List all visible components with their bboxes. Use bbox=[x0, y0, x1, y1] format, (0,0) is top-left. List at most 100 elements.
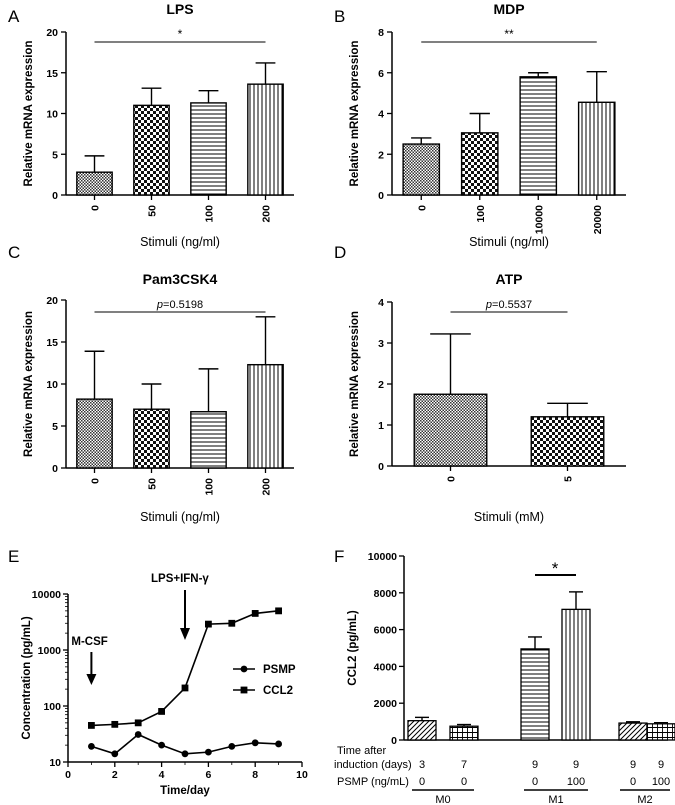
panel-f-psmp-label: 0 bbox=[532, 776, 538, 788]
panel-f-group-label-m2: M2 bbox=[637, 794, 652, 805]
panel-letter-F: F bbox=[334, 547, 344, 566]
panel-e-ytick-label: 10 bbox=[49, 757, 61, 769]
panel-e-annotation-mcsf: M-CSF bbox=[71, 636, 107, 648]
panel-e-xtick-label: 0 bbox=[65, 769, 71, 781]
panel-e-point-ccl2 bbox=[158, 708, 165, 715]
panel-e-point-ccl2 bbox=[134, 719, 142, 727]
panel-a-bar-0 bbox=[76, 171, 113, 196]
panel-d-bar-5 bbox=[530, 416, 605, 467]
panel-a-ytick-label: 10 bbox=[46, 109, 58, 121]
panel-f-days-label: 9 bbox=[630, 759, 636, 771]
panel-d-ytick-label: 3 bbox=[378, 338, 384, 350]
panel-b-xtick-label: 0 bbox=[416, 205, 428, 211]
panel-e-legend-marker-psmp bbox=[240, 665, 248, 673]
panel-c-ytick-label: 10 bbox=[46, 379, 58, 391]
panel-e-arrowhead-mcsf bbox=[86, 674, 97, 685]
panel-a-title: LPS bbox=[166, 1, 193, 17]
panel-d-ytick-label: 1 bbox=[378, 420, 384, 432]
panel-b-bar-100 bbox=[460, 132, 499, 196]
panel-f-bar bbox=[449, 725, 479, 741]
panel-b-bar-20000 bbox=[577, 101, 616, 196]
panel-f-bar bbox=[561, 608, 591, 741]
panel-d-ylabel: Relative mRNA expression bbox=[349, 311, 361, 457]
panel-f-group-label-m0: M0 bbox=[435, 794, 450, 805]
panel-a-xlabel: Stimuli (ng/ml) bbox=[140, 235, 220, 249]
panel-e-point-ccl2 bbox=[111, 720, 119, 728]
panel-f-ytick-label: 8000 bbox=[374, 588, 398, 600]
panel-c-xtick-label: 0 bbox=[90, 478, 102, 484]
panel-e-xtick-label: 10 bbox=[296, 769, 308, 781]
panel-f-ytick-label: 4000 bbox=[374, 661, 398, 673]
panel-e-point-psmp bbox=[251, 739, 259, 747]
panel-a-xtick-label: 50 bbox=[147, 205, 159, 217]
panel-d-ytick-label: 4 bbox=[378, 297, 384, 309]
panel-d-ytick-label: 0 bbox=[378, 461, 384, 473]
panel-e-legend-label-ccl2: CCL2 bbox=[263, 685, 293, 697]
panel-f-psmp-label: 0 bbox=[419, 776, 425, 788]
plots-layer: A B C D E F LPS Relative mRNA expression Stimuli… bbox=[8, 1, 675, 805]
panel-e-legend-label-psmp: PSMP bbox=[263, 664, 296, 676]
panel-e-ytick-label: 10000 bbox=[32, 589, 61, 601]
panel-f-row-label-psmp: PSMP (ng/mL) bbox=[337, 776, 409, 788]
panel-c-ytick-label: 15 bbox=[46, 337, 58, 349]
panel-f-psmp-label: 100 bbox=[652, 776, 670, 788]
panel-c-ytick-label: 20 bbox=[46, 295, 58, 307]
panel-a-bar-200 bbox=[247, 83, 284, 196]
panel-b-ytick-label: 0 bbox=[378, 190, 384, 202]
panel-e-point-psmp bbox=[134, 731, 142, 738]
panel-e-point-ccl2 bbox=[181, 684, 189, 692]
panel-b-ytick-label: 2 bbox=[378, 149, 384, 161]
panel-c-ytick-label: 0 bbox=[52, 463, 58, 475]
panel-f-significance-mark: * bbox=[552, 559, 559, 578]
panel-f-psmp-label: 0 bbox=[630, 776, 636, 788]
panel-a-ytick-label: 0 bbox=[52, 190, 58, 202]
panel-c-xtick-label: 200 bbox=[261, 478, 273, 496]
panel-d-xtick-label: 5 bbox=[563, 476, 575, 482]
panel-a-ytick-label: 5 bbox=[52, 149, 58, 161]
panel-b-xtick-label: 20000 bbox=[592, 205, 604, 234]
panel-f-bar bbox=[646, 723, 675, 741]
panel-c-ylabel: Relative mRNA expression bbox=[23, 311, 35, 457]
panel-c-p-number: =0.5198 bbox=[163, 299, 203, 311]
panel-c-ytick-label: 5 bbox=[52, 421, 58, 433]
panel-letter-D: D bbox=[334, 243, 346, 262]
panel-d-p-value: p=0.5537 bbox=[485, 299, 532, 311]
panel-d-bar-0 bbox=[413, 393, 488, 467]
panel-b-ytick-label: 8 bbox=[378, 27, 384, 39]
panel-b-ytick-label: 4 bbox=[378, 109, 384, 121]
panel-e-point-psmp bbox=[181, 750, 189, 758]
panel-d-xtick-label: 0 bbox=[446, 476, 458, 482]
panel-f-row-label-induction: induction (days) bbox=[334, 759, 412, 771]
panel-a-xtick-label: 100 bbox=[204, 205, 216, 223]
panel-c-bar-200 bbox=[247, 363, 284, 469]
panel-d-title: ATP bbox=[496, 271, 523, 287]
panel-e-xtick-label: 4 bbox=[159, 769, 165, 781]
panel-f-days-label: 9 bbox=[658, 759, 664, 771]
panel-f-bar bbox=[407, 720, 437, 741]
panel-e-point-ccl2 bbox=[275, 607, 282, 615]
panel-e-point-ccl2 bbox=[251, 610, 259, 617]
panel-c-xlabel: Stimuli (ng/ml) bbox=[140, 510, 220, 524]
panel-e-point-psmp bbox=[275, 740, 282, 748]
panel-c-bar-0 bbox=[76, 398, 113, 469]
panel-c-title: Pam3CSK4 bbox=[143, 271, 218, 287]
panel-a-xtick-label: 200 bbox=[261, 205, 273, 223]
panel-letter-A: A bbox=[8, 7, 20, 26]
panel-a-bar-50 bbox=[133, 104, 170, 196]
panel-e-point-psmp bbox=[111, 750, 119, 758]
panel-a-ytick-label: 15 bbox=[46, 68, 58, 80]
panel-e-point-psmp bbox=[88, 742, 95, 750]
panel-d-p-symbol: p bbox=[485, 299, 492, 311]
panel-letter-C: C bbox=[8, 243, 20, 262]
panel-b-ylabel: Relative mRNA expression bbox=[349, 41, 361, 187]
panel-b-xlabel: Stimuli (ng/ml) bbox=[469, 235, 549, 249]
panel-c-xtick-label: 50 bbox=[147, 478, 159, 490]
panel-e-xtick-label: 6 bbox=[205, 769, 211, 781]
panel-c-p-value: p=0.5198 bbox=[156, 299, 203, 311]
panel-letter-B: B bbox=[334, 7, 345, 26]
panel-e-point-psmp bbox=[158, 741, 166, 749]
panel-e-legend-marker-ccl2 bbox=[240, 686, 248, 694]
panel-f-ylabel: CCL2 (pg/mL) bbox=[347, 610, 359, 686]
panel-a-ytick-label: 20 bbox=[46, 27, 58, 39]
panel-b-significance-mark: ** bbox=[504, 27, 514, 41]
